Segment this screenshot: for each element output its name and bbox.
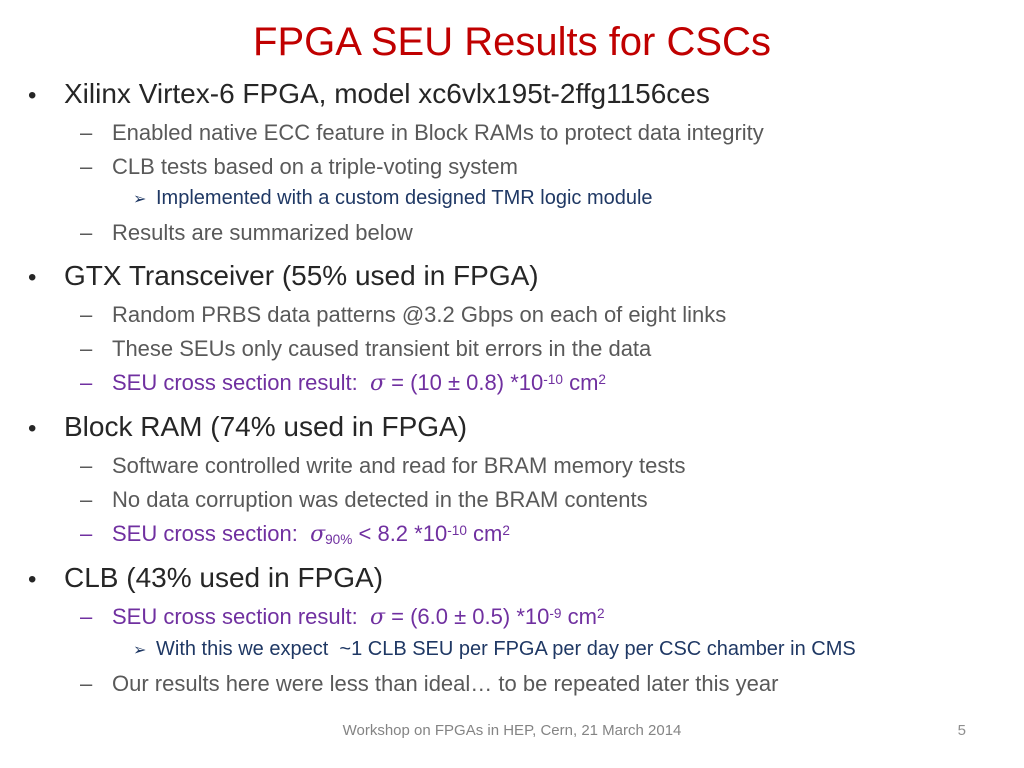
slide-footer: Workshop on FPGAs in HEP, Cern, 21 March…: [0, 722, 1024, 746]
dash-marker: –: [80, 302, 93, 327]
bullet-marker: •: [28, 82, 37, 109]
bullet-item: – SEU cross section: σ90% < 8.2 *10-10 c…: [0, 519, 1024, 550]
sigma-symbol: σ: [310, 522, 326, 547]
bullet-item: – Random PRBS data patterns @3.2 Gbps on…: [0, 300, 1024, 330]
bullet-text: Software controlled write and read for B…: [112, 453, 686, 478]
bullet-item: – SEU cross section result: σ = (10 ± 0.…: [0, 368, 1024, 399]
bullet-text: No data corruption was detected in the B…: [112, 487, 648, 512]
dash-marker: –: [80, 120, 93, 145]
footer-text: Workshop on FPGAs in HEP, Cern, 21 March…: [342, 722, 682, 739]
bullet-item: • CLB (43% used in FPGA): [0, 560, 1024, 598]
dash-marker: –: [80, 521, 93, 546]
dash-marker: –: [80, 220, 93, 245]
bullet-item: – Our results here were less than ideal……: [0, 669, 1024, 699]
bullet-item: • Block RAM (74% used in FPGA): [0, 409, 1024, 447]
result-value: = (6.0 ± 0.5) *10: [385, 604, 550, 629]
exponent: -10: [447, 522, 467, 538]
bullet-text: With this we expect ~1 CLB SEU per FPGA …: [156, 638, 856, 660]
bullet-text: CLB (43% used in FPGA): [64, 562, 384, 593]
page-number: 5: [957, 722, 966, 739]
bullet-item: – SEU cross section result: σ = (6.0 ± 0…: [0, 602, 1024, 633]
bullet-item: – Results are summarized below: [0, 218, 1024, 248]
bullet-item: – CLB tests based on a triple-voting sys…: [0, 152, 1024, 182]
bullet-marker: •: [28, 415, 37, 442]
bullet-item: • Xilinx Virtex-6 FPGA, model xc6vlx195t…: [0, 76, 1024, 114]
bullet-text: GTX Transceiver (55% used in FPGA): [64, 260, 539, 291]
exponent: -10: [543, 371, 563, 387]
bullet-item: ➢ Implemented with a custom designed TMR…: [0, 184, 1024, 214]
bullet-text: Block RAM (74% used in FPGA): [64, 411, 468, 442]
bullet-marker: •: [28, 566, 37, 593]
sigma-symbol: σ: [369, 605, 386, 630]
bullet-item: – No data corruption was detected in the…: [0, 485, 1024, 515]
dash-marker: –: [80, 154, 93, 179]
bullet-text: Random PRBS data patterns @3.2 Gbps on e…: [112, 302, 727, 327]
unit-exponent: 2: [502, 522, 510, 538]
dash-marker: –: [80, 671, 93, 696]
result-value: = (10 ± 0.8) *10: [385, 370, 544, 395]
bullet-text: CLB tests based on a triple-voting syste…: [112, 154, 518, 179]
bullet-item: – Enabled native ECC feature in Block RA…: [0, 118, 1024, 148]
bullet-marker: •: [28, 264, 37, 291]
arrow-marker: ➢: [133, 191, 147, 208]
dash-marker: –: [80, 453, 93, 478]
sigma-symbol: σ: [369, 371, 386, 396]
bullet-text: Enabled native ECC feature in Block RAMs…: [112, 120, 764, 145]
sigma-subscript: 90%: [325, 532, 353, 548]
bullet-text: Xilinx Virtex-6 FPGA, model xc6vlx195t-2…: [64, 78, 710, 109]
result-label: SEU cross section result:: [112, 370, 370, 395]
bullet-text: These SEUs only caused transient bit err…: [112, 336, 652, 361]
dash-marker: –: [80, 336, 93, 361]
bullet-text: Implemented with a custom designed TMR l…: [156, 187, 653, 209]
seu-result-text: SEU cross section result: σ = (6.0 ± 0.5…: [112, 602, 605, 633]
bullet-item: ➢ With this we expect ~1 CLB SEU per FPG…: [0, 635, 1024, 665]
result-label: SEU cross section result:: [112, 604, 370, 629]
bullet-item: • GTX Transceiver (55% used in FPGA): [0, 258, 1024, 296]
bullet-item: – Software controlled write and read for…: [0, 451, 1024, 481]
result-unit: cm: [562, 370, 599, 395]
result-value: < 8.2 *10: [352, 521, 448, 546]
seu-result-text: SEU cross section: σ90% < 8.2 *10-10 cm2: [112, 519, 510, 550]
dash-marker: –: [80, 487, 93, 512]
seu-result-text: SEU cross section result: σ = (10 ± 0.8)…: [112, 368, 606, 399]
result-unit: cm: [466, 521, 503, 546]
unit-exponent: 2: [598, 371, 606, 387]
dash-marker: –: [80, 604, 93, 629]
exponent: -9: [549, 605, 562, 621]
dash-marker: –: [80, 370, 93, 395]
slide-title: FPGA SEU Results for CSCs: [253, 20, 771, 64]
result-label: SEU cross section:: [112, 521, 311, 546]
bullet-item: – These SEUs only caused transient bit e…: [0, 334, 1024, 364]
slide-body: • Xilinx Virtex-6 FPGA, model xc6vlx195t…: [0, 76, 1024, 699]
bullet-text: Our results here were less than ideal… t…: [112, 671, 779, 696]
result-unit: cm: [561, 604, 597, 629]
arrow-marker: ➢: [133, 642, 147, 659]
bullet-text: Results are summarized below: [112, 220, 413, 245]
unit-exponent: 2: [596, 605, 605, 621]
